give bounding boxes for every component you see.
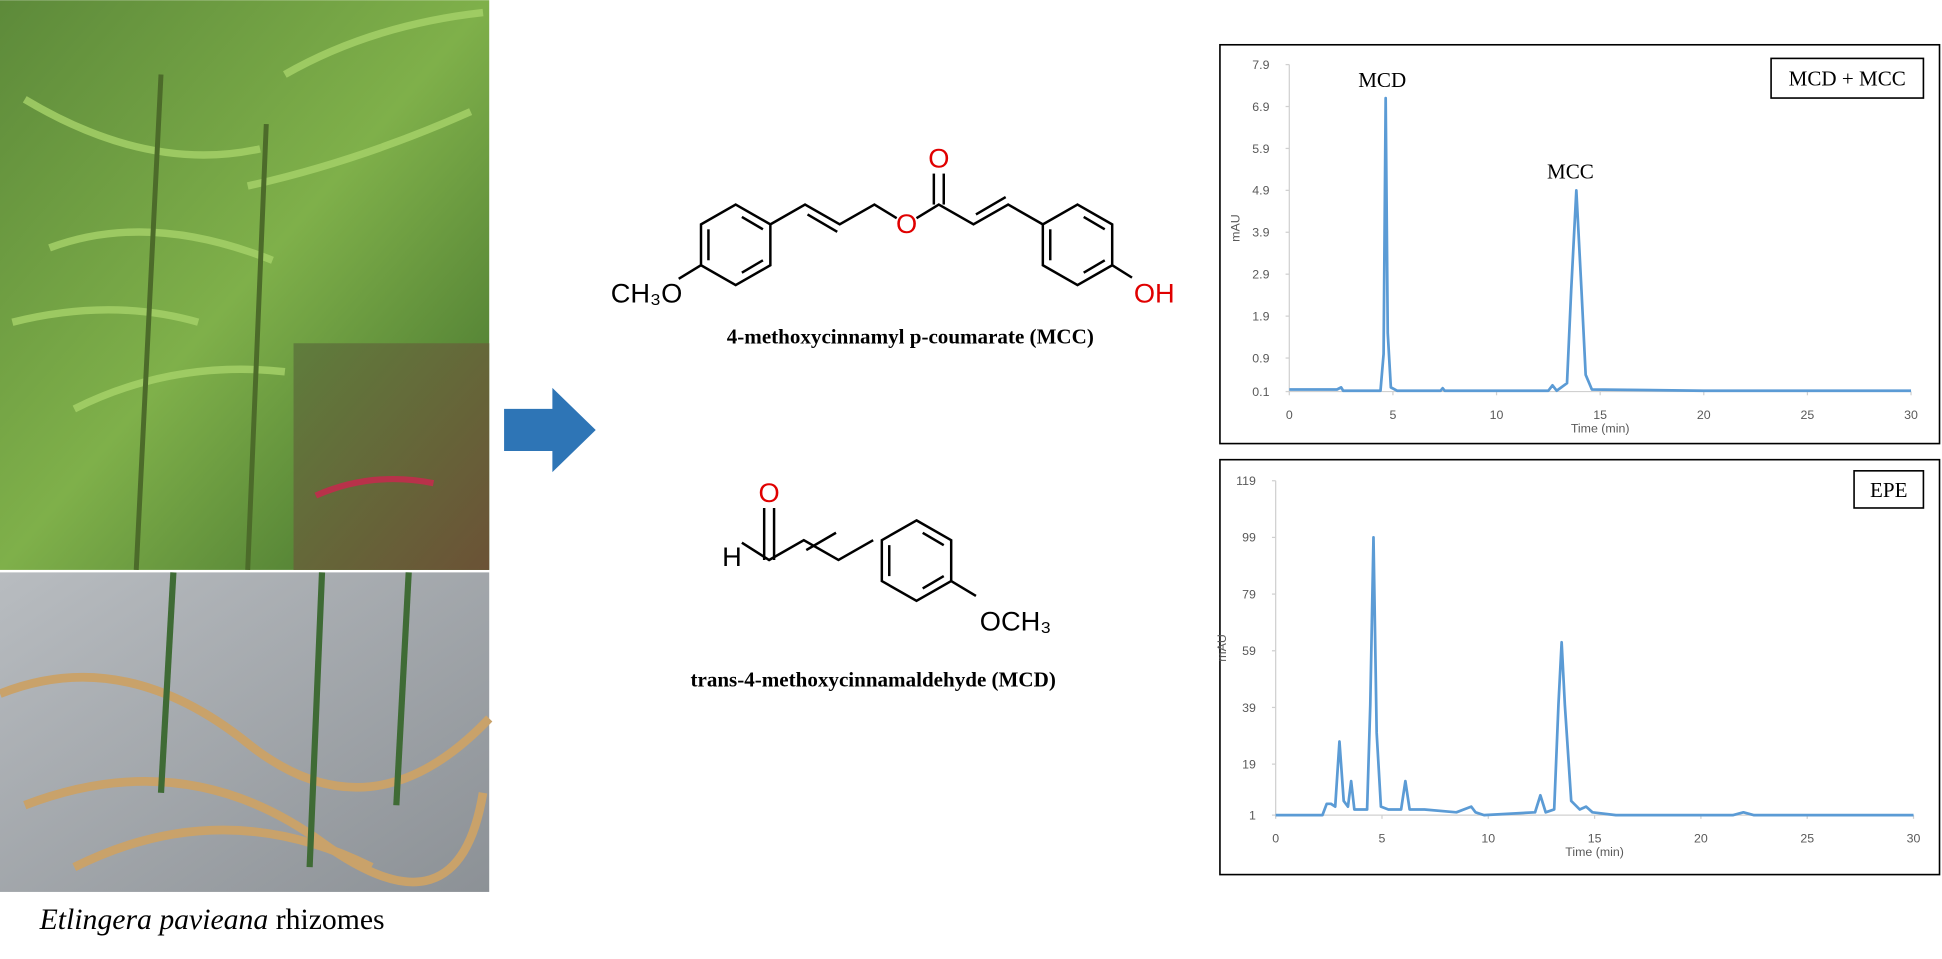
peak-annotation: MCD [1358,68,1406,92]
atom-label: OCH₃ [980,606,1052,637]
y-tick-label: 1.9 [1252,309,1269,323]
caption-part: rhizomes [276,904,385,936]
y-tick-label: 6.9 [1252,100,1269,114]
x-tick-label: 15 [1593,408,1607,422]
mcd-structure: O H OCH₃ [722,477,1051,637]
y-tick-label: 5.9 [1252,142,1269,156]
y-tick-label: 1 [1249,808,1256,822]
x-tick-label: 20 [1697,408,1711,422]
x-tick-label: 0 [1272,831,1279,845]
x-tick-label: 10 [1481,831,1495,845]
atom-label: CH₃O [611,277,683,308]
compound-name: trans-4-methoxycinnamaldehyde (MCD) [690,667,1055,691]
y-tick-label: 0.1 [1252,385,1269,399]
x-tick-label: 5 [1389,408,1396,422]
atom-label: OH [1134,277,1175,308]
legend-label: EPE [1870,478,1907,502]
chromatogram-line [1275,536,1914,817]
compound-name: 4-methoxycinnamyl p-coumarate (MCC) [727,324,1094,348]
legend-box [1770,57,1925,99]
y-axis-label: mAU [1229,214,1243,242]
rhizome-photo [0,572,490,892]
x-tick-label: 25 [1801,408,1815,422]
y-tick-label: 119 [1236,474,1256,488]
legend-label: MCD + MCC [1789,67,1906,91]
atom-label: O [928,142,949,173]
y-tick-label: 19 [1242,757,1256,771]
x-tick-label: 10 [1490,408,1504,422]
x-tick-label: 25 [1800,831,1814,845]
y-tick-label: 79 [1242,587,1256,601]
y-tick-label: 2.9 [1252,268,1269,282]
y-tick-label: 59 [1242,644,1256,658]
chart-frame [1219,43,1941,445]
y-tick-label: 99 [1242,531,1256,545]
chart-frame [1219,458,1941,876]
x-tick-label: 30 [1904,408,1918,422]
x-axis-label: Time (min) [1565,845,1624,859]
mcc-structure: O CH₃O O OH [611,142,1175,308]
caption-species: Etlingera pavieana [39,904,269,936]
y-tick-label: 4.9 [1252,184,1269,198]
y-tick-label: 0.9 [1252,351,1269,365]
x-tick-label: 5 [1379,831,1386,845]
arrow [504,387,596,473]
photo-caption: Etlingera pavieana rhizomes [39,904,385,936]
y-tick-label: 7.9 [1252,58,1269,72]
photo-collage [0,0,493,892]
chromatogram-line [1289,96,1912,393]
peak-annotation: MCC [1547,160,1594,184]
x-tick-label: 15 [1588,831,1602,845]
legend-box [1853,470,1925,509]
x-tick-label: 0 [1286,408,1293,422]
x-axis-label: Time (min) [1571,421,1630,435]
x-tick-label: 20 [1694,831,1708,845]
atom-label: H [722,541,742,572]
x-tick-label: 30 [1907,831,1921,845]
y-tick-label: 3.9 [1252,226,1269,240]
atom-label: O [896,208,917,239]
rhizome-field-photo [293,343,490,570]
atom-label: O [759,477,780,508]
y-axis-label: mAU [1215,634,1229,662]
y-tick-label: 39 [1242,701,1256,715]
